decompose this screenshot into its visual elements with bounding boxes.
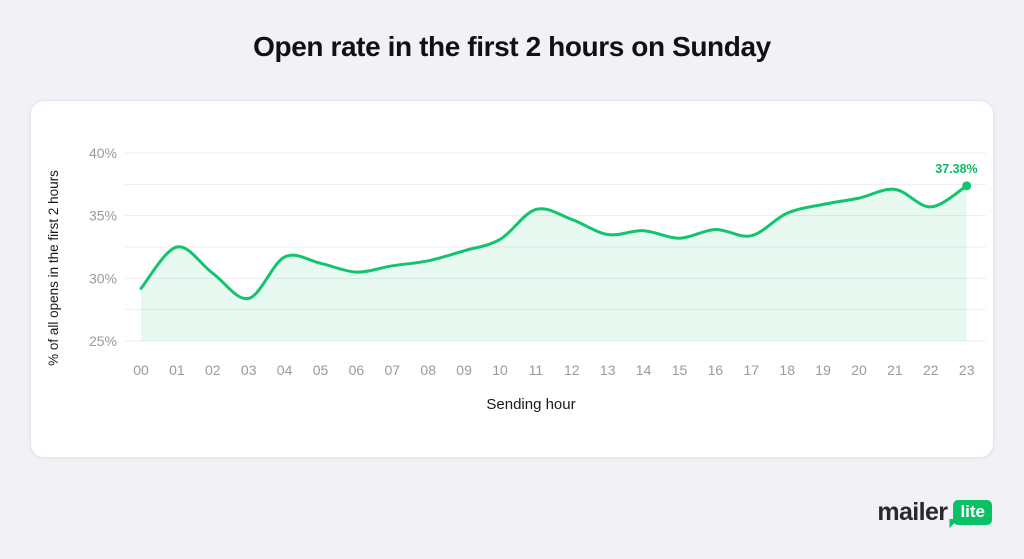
y-tick-label-35: 35% [89, 208, 117, 224]
end-value-label: 37.38% [935, 162, 977, 176]
x-tick-label-23: 23 [959, 362, 975, 378]
open-rate-area-chart: 40% 35% 30% 25% 00 01 02 03 04 05 06 07 08 09 10 11 12 13… [46, 145, 986, 413]
x-tick-label-16: 16 [708, 362, 724, 378]
x-tick-label-21: 21 [887, 362, 903, 378]
x-tick-label-05: 05 [313, 362, 329, 378]
end-point-marker [962, 181, 972, 191]
x-tick-label-02: 02 [205, 362, 221, 378]
x-tick-label-20: 20 [851, 362, 867, 378]
chart-card: 40% 35% 30% 25% 00 01 02 03 04 05 06 07 08 09 10 11 12 13… [30, 100, 994, 458]
x-tick-label-11: 11 [529, 362, 544, 378]
x-tick-label-10: 10 [492, 362, 508, 378]
x-tick-label-04: 04 [277, 362, 293, 378]
x-tick-label-06: 06 [349, 362, 365, 378]
logo-wordmark: mailer [877, 498, 948, 526]
x-axis-title: Sending hour [486, 396, 575, 413]
logo-lite-badge: lite [953, 500, 992, 525]
x-tick-label-01: 01 [169, 362, 185, 378]
x-tick-label-17: 17 [744, 362, 760, 378]
y-axis-title: % of all opens in the first 2 hours [46, 170, 61, 366]
y-tick-label-30: 30% [89, 270, 117, 286]
y-tick-label-25: 25% [89, 333, 117, 349]
x-tick-label-13: 13 [600, 362, 616, 378]
x-tick-label-07: 07 [385, 362, 401, 378]
x-tick-label-03: 03 [241, 362, 257, 378]
data-line [139, 184, 969, 300]
page-title: Open rate in the first 2 hours on Sunday [253, 31, 771, 62]
x-tick-label-00: 00 [133, 362, 149, 378]
x-tick-label-09: 09 [456, 362, 472, 378]
x-tick-label-14: 14 [636, 362, 652, 378]
y-tick-label-40: 40% [89, 145, 117, 161]
x-tick-label-22: 22 [923, 362, 939, 378]
x-tick-label-19: 19 [815, 362, 831, 378]
mailerlite-logo: mailer lite [877, 500, 992, 525]
x-tick-label-15: 15 [672, 362, 688, 378]
x-tick-label-08: 08 [420, 362, 436, 378]
area-fill [141, 185, 967, 341]
x-tick-label-18: 18 [779, 362, 795, 378]
x-tick-label-12: 12 [564, 362, 580, 378]
